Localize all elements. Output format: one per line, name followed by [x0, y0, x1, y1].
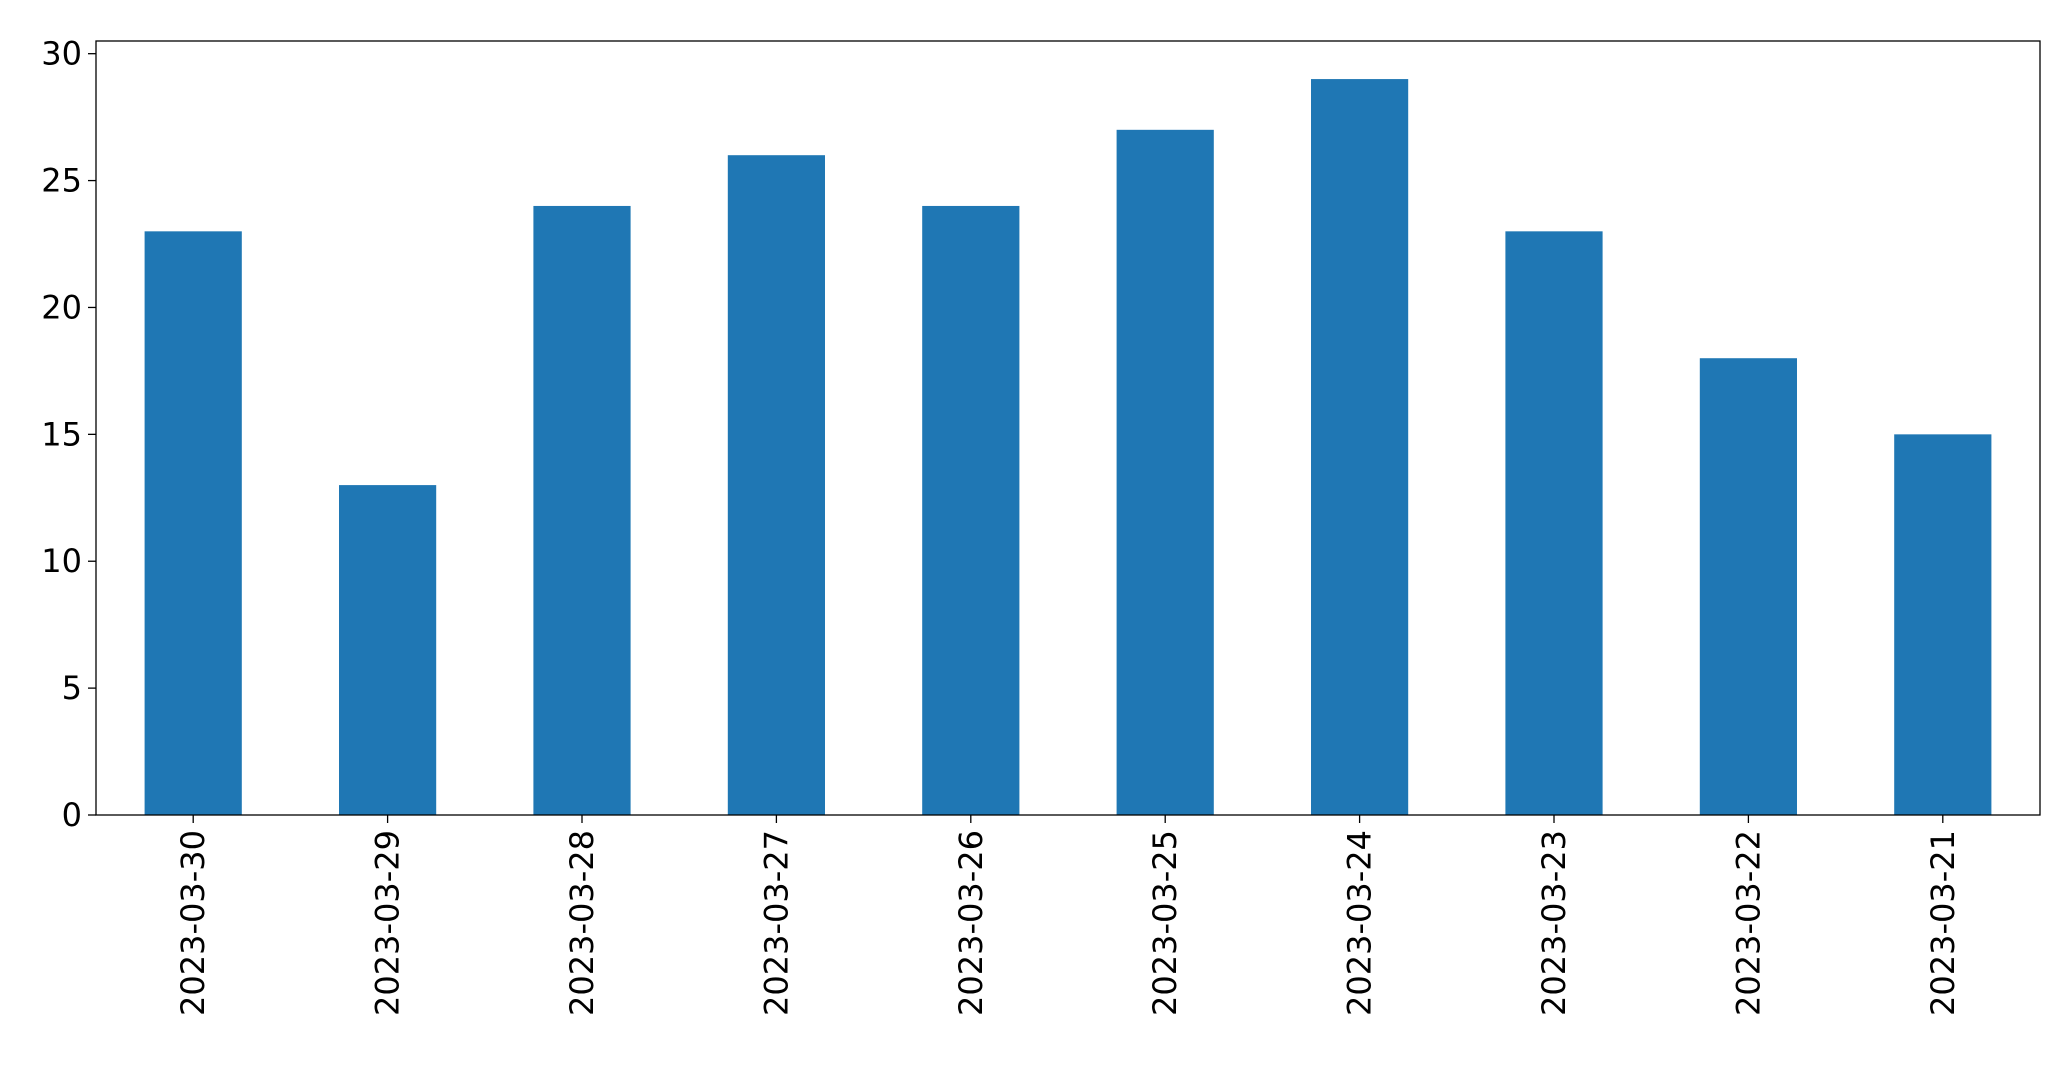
- bar-2023-03-30: [144, 231, 242, 815]
- y-tick-label-10: 10: [41, 542, 82, 580]
- y-tick-label-15: 15: [41, 415, 82, 453]
- bar-2023-03-23: [1505, 231, 1603, 815]
- bar-2023-03-27: [727, 155, 825, 815]
- x-tick-label-2023-03-28: 2023-03-28: [563, 830, 601, 1016]
- bar-2023-03-25: [1116, 129, 1214, 815]
- bar-2023-03-26: [922, 205, 1020, 816]
- x-tick-label-2023-03-26: 2023-03-26: [952, 830, 990, 1016]
- x-tick-label-2023-03-23: 2023-03-23: [1535, 830, 1573, 1016]
- y-tick-label-5: 5: [62, 669, 82, 707]
- plot-frame: [95, 40, 2041, 816]
- y-tick-label-25: 25: [41, 162, 82, 200]
- bar-2023-03-28: [533, 205, 631, 816]
- y-tick-label-30: 30: [41, 35, 82, 73]
- bars-layer: [144, 79, 1992, 816]
- x-tick-label-2023-03-22: 2023-03-22: [1729, 830, 1767, 1016]
- y-tick-label-20: 20: [41, 288, 82, 326]
- x-tick-label-2023-03-24: 2023-03-24: [1341, 830, 1379, 1016]
- y-tick-label-0: 0: [62, 796, 82, 834]
- x-tick-label-2023-03-21: 2023-03-21: [1924, 830, 1962, 1016]
- x-tick-label-2023-03-27: 2023-03-27: [757, 830, 795, 1016]
- x-tick-label-2023-03-30: 2023-03-30: [174, 830, 212, 1016]
- axes-layer: 0 5 10 15 20 25 30 2023-03-30 2023-03-29 2023-03-…: [41, 35, 2041, 1016]
- bar-2023-03-21: [1894, 434, 1992, 815]
- x-tick-label-2023-03-25: 2023-03-25: [1146, 830, 1184, 1016]
- bar-2023-03-22: [1699, 358, 1797, 815]
- bar-2023-03-24: [1311, 79, 1409, 816]
- x-tick-label-2023-03-29: 2023-03-29: [369, 830, 407, 1016]
- bar-2023-03-29: [339, 485, 437, 815]
